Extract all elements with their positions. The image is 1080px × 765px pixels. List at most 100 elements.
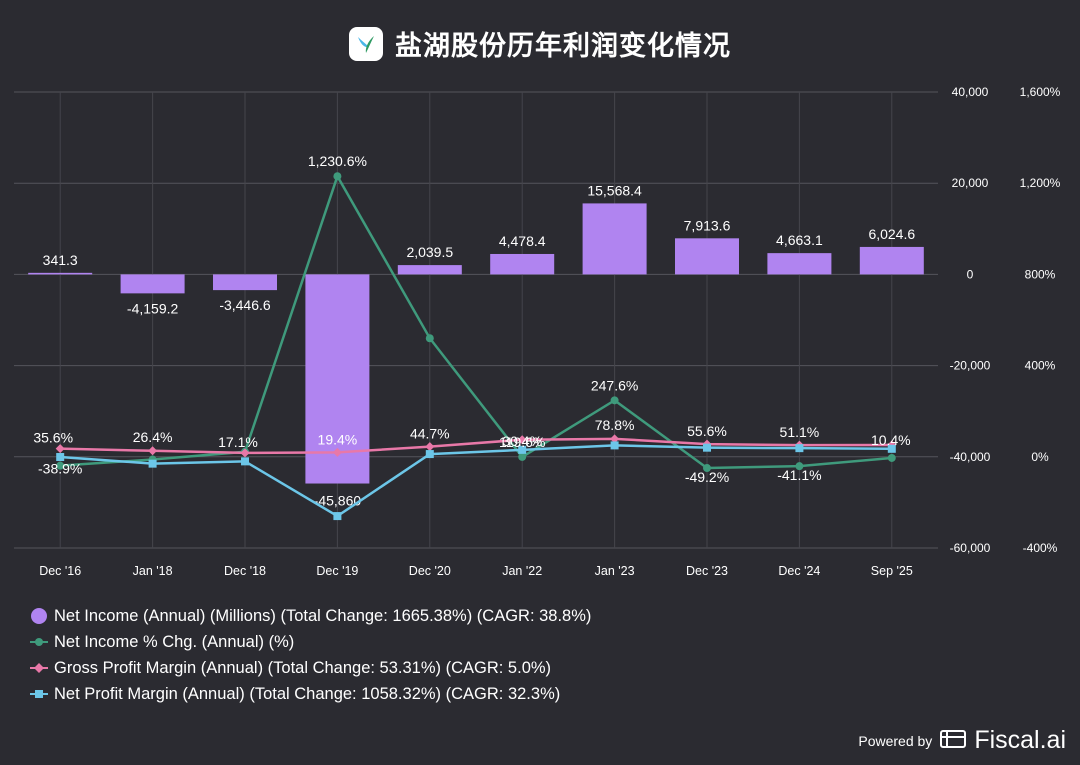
net-margin-data-label: 30.4% [502, 433, 542, 449]
left-axis-tick-label: 20,000 [952, 176, 989, 190]
legend-line-square-icon [28, 684, 50, 704]
x-axis-tick-label: Dec '20 [409, 564, 451, 578]
chart-legend: Net Income (Annual) (Millions) (Total Ch… [28, 603, 591, 707]
right-axis-tick-label: 800% [1025, 267, 1056, 281]
legend-item-net-margin[interactable]: Net Profit Margin (Annual) (Total Change… [28, 681, 591, 707]
net-margin-point [148, 459, 157, 468]
net-margin-point [518, 445, 527, 454]
left-axis-tick-label: 40,000 [952, 85, 989, 99]
net-margin-point [333, 512, 342, 521]
net-margin-line [60, 444, 892, 518]
net-margin-point [56, 453, 65, 462]
right-axis-tick-label: -400% [1023, 541, 1058, 555]
net-income-chg-point [333, 172, 342, 181]
net-income-chg-data-label: 247.6% [591, 377, 638, 393]
net-income-bar [859, 246, 924, 275]
net-income-chg-data-label: -41.1% [777, 467, 821, 483]
net-income-chg-point [56, 461, 65, 470]
net-income-chg-data-label: 1,230.6% [308, 153, 367, 169]
left-axis-tick-label: -20,000 [950, 359, 991, 373]
gross-margin-point [332, 447, 342, 457]
net-income-bar-label: -4,159.2 [127, 300, 179, 316]
net-income-bar [582, 203, 647, 275]
chart-title-bar: 盐湖股份历年利润变化情况 [0, 24, 1080, 63]
net-income-bar-label: 6,024.6 [868, 226, 915, 242]
legend-label: Net Profit Margin (Annual) (Total Change… [54, 684, 561, 703]
gross-margin-data-label: 26.4% [133, 429, 173, 445]
net-income-bar [213, 274, 277, 291]
fiscal-ai-logo-icon [940, 727, 967, 754]
left-axis-tick-label: -60,000 [950, 541, 991, 555]
net-income-bar-label: 7,913.6 [684, 217, 731, 233]
net-income-bar [28, 272, 93, 275]
gross-margin-data-label: 19.4% [318, 431, 358, 447]
net-income-chg-point [425, 334, 434, 343]
right-axis-tick-label: 1,200% [1020, 176, 1061, 190]
net-margin-point [425, 450, 434, 459]
legend-label: Gross Profit Margin (Annual) (Total Chan… [54, 658, 552, 677]
net-income-bar-label: -45,860 [314, 493, 362, 509]
net-margin-point [241, 457, 249, 466]
net-income-bar [397, 265, 462, 275]
net-income-bar-label: 341.3 [43, 252, 78, 268]
gross-margin-point [240, 448, 250, 458]
company-logo-icon [349, 26, 383, 61]
brand-name: Fiscal.ai [974, 726, 1066, 754]
net-income-chg-data-label: 119.6% [499, 434, 545, 450]
left-axis-tick-label: 0 [967, 267, 974, 281]
gross-margin-line [60, 437, 892, 455]
left-axis-tick-label: -40,000 [950, 450, 991, 464]
net-income-bar [767, 253, 832, 275]
x-axis-tick-label: Dec '24 [778, 564, 820, 578]
net-margin-point [610, 441, 619, 450]
gross-margin-point [517, 435, 527, 445]
net-income-bar-label: 4,663.1 [776, 232, 823, 248]
legend-item-net-income-chg[interactable]: Net Income % Chg. (Annual) (%) [28, 629, 591, 655]
gross-margin-point [425, 442, 435, 452]
gross-margin-point [55, 444, 65, 454]
powered-by-text: Powered by [858, 732, 933, 749]
legend-line-circle-icon [28, 632, 50, 652]
net-income-chg-line [60, 173, 892, 470]
gross-margin-point [610, 434, 620, 444]
gross-margin-data-label: 17.1% [218, 434, 258, 450]
x-axis-tick-label: Jan '22 [502, 564, 542, 578]
right-axis-tick-label: 1,600% [1020, 85, 1061, 99]
right-axis-tick-label: 0% [1031, 450, 1049, 464]
gross-margin-point [148, 446, 158, 456]
net-margin-point [795, 444, 804, 453]
net-income-bar [120, 274, 185, 294]
net-margin-point [703, 443, 711, 452]
net-income-chg-point [610, 396, 619, 405]
net-income-chg-point [703, 464, 711, 473]
gross-margin-data-label: 44.7% [410, 426, 450, 442]
combo-chart: 40,000 1,600% 20,000 1,200% 0 800% -20,000 400%… [14, 85, 1061, 578]
gross-margin-data-label: 51.1% [780, 424, 820, 440]
legend-label: Net Income % Chg. (Annual) (%) [54, 632, 295, 651]
net-income-bar [675, 238, 739, 275]
net-income-bar [490, 253, 555, 275]
net-income-bar-label: 15,568.4 [587, 182, 642, 198]
net-income-chg-point [795, 462, 804, 471]
legend-label: Net Income (Annual) (Millions) (Total Ch… [54, 606, 592, 625]
net-margin-point [887, 444, 896, 453]
net-margin-data-label: 10.4% [871, 432, 911, 448]
x-axis-tick-label: Dec '23 [686, 564, 728, 578]
right-axis-tick-label: 400% [1025, 359, 1056, 373]
x-axis-tick-label: Sep '25 [871, 564, 913, 578]
gross-margin-data-label: 78.8% [595, 417, 635, 433]
legend-item-gross-margin[interactable]: Gross Profit Margin (Annual) (Total Chan… [28, 655, 591, 681]
x-axis-tick-label: Dec '18 [224, 564, 266, 578]
page-title: 盐湖股份历年利润变化情况 [395, 31, 731, 61]
x-axis-tick-label: Jan '18 [133, 564, 173, 578]
net-income-chg-data-label: -49.2% [685, 469, 729, 485]
net-income-bar-label: 2,039.5 [406, 244, 453, 260]
net-income-bar-label: -3,446.6 [219, 297, 271, 313]
legend-item-net-income[interactable]: Net Income (Annual) (Millions) (Total Ch… [28, 603, 591, 629]
legend-circle-icon [28, 606, 50, 626]
net-income-chg-point [518, 452, 527, 461]
x-axis-tick-label: Dec '19 [316, 564, 358, 578]
gross-margin-data-label: 55.6% [687, 423, 727, 439]
x-axis-tick-label: Dec '16 [39, 564, 81, 578]
net-income-bar-label: 4,478.4 [499, 233, 546, 249]
